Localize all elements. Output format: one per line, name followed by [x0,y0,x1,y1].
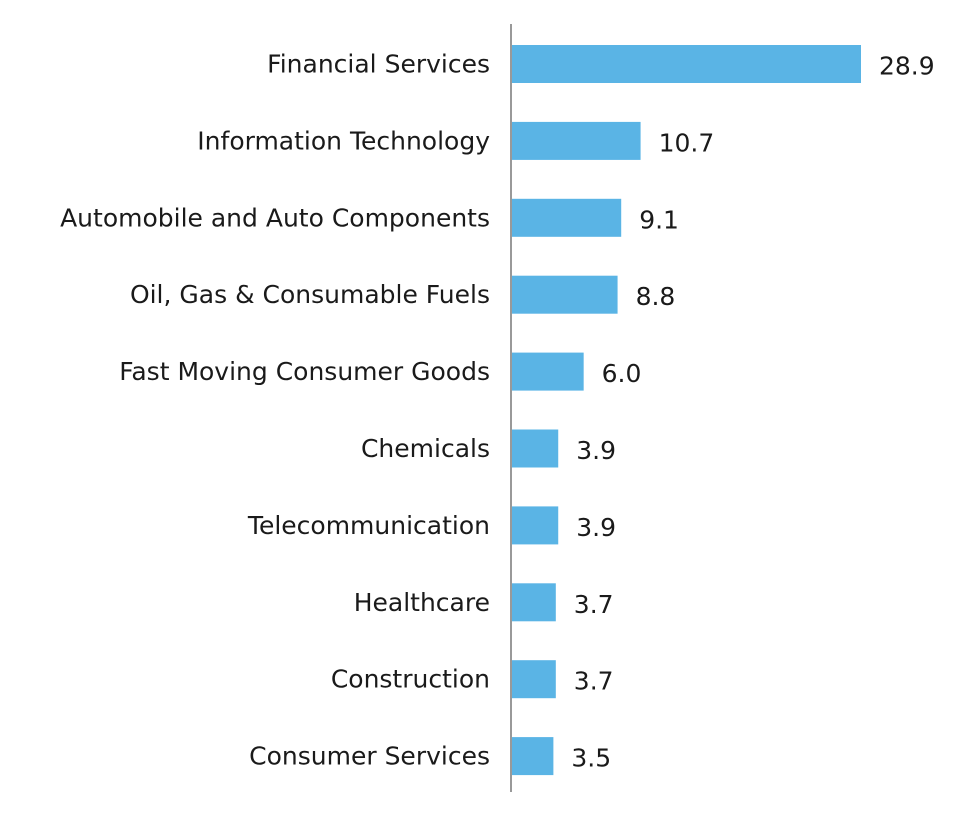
category-label-automobile-and-auto-components: Automobile and Auto Components [60,203,490,232]
value-label-construction: 3.7 [574,667,614,696]
bar-financial-services [511,45,861,83]
bar-telecommunication [511,506,559,545]
category-labels: Financial Services Information Technology… [60,50,490,771]
bar-healthcare [511,583,556,622]
value-label-automobile-and-auto-components: 9.1 [639,205,679,234]
category-label-oil-gas-consumable-fuels: Oil, Gas & Consumable Fuels [130,280,490,309]
category-label-financial-services: Financial Services [267,50,490,79]
category-label-healthcare: Healthcare [354,588,490,617]
category-label-information-technology: Information Technology [197,126,490,155]
value-label-oil-gas-consumable-fuels: 8.8 [636,282,676,311]
bar-consumer-services [511,737,554,776]
value-label-financial-services: 28.9 [879,52,935,81]
bar-oil-gas-consumable-fuels [511,275,618,314]
bar-information-technology [511,121,641,160]
value-label-telecommunication: 3.9 [576,513,616,542]
bar-automobile-and-auto-components [511,198,622,237]
value-label-healthcare: 3.7 [574,590,614,619]
category-label-consumer-services: Consumer Services [249,742,490,771]
value-label-consumer-services: 3.5 [571,744,611,773]
category-label-telecommunication: Telecommunication [247,511,490,540]
value-label-information-technology: 10.7 [659,128,715,157]
category-label-construction: Construction [331,665,490,694]
bar-construction [511,660,556,699]
value-label-chemicals: 3.9 [576,436,616,465]
value-label-fast-moving-consumer-goods: 6.0 [602,359,642,388]
category-label-chemicals: Chemicals [361,434,490,463]
value-labels: 28.9 10.7 9.1 8.8 6.0 3.9 3.9 3.7 3.7 3.5 [571,52,934,773]
bar-chemicals [511,429,559,468]
category-label-fast-moving-consumer-goods: Fast Moving Consumer Goods [119,357,490,386]
bar-fast-moving-consumer-goods [511,352,584,391]
bars-layer [511,45,861,776]
